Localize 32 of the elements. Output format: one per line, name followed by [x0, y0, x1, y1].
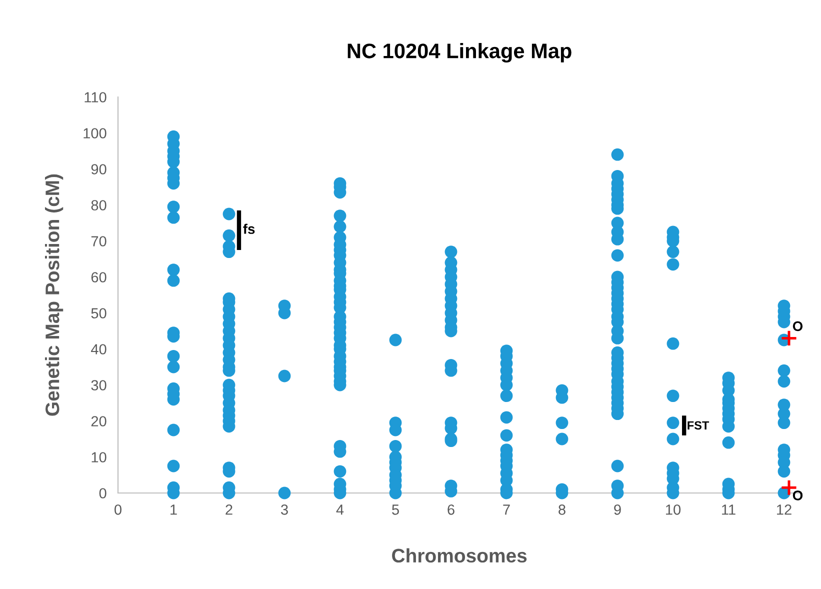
x-tick-label: 4: [336, 504, 344, 515]
x-tick-label: 9: [614, 504, 621, 515]
y-tick-label: 20: [91, 416, 106, 426]
y-tick-label: 90: [91, 164, 106, 174]
y-tick-label: 110: [84, 92, 106, 102]
annotation: fs: [243, 224, 255, 234]
annotation: O: [792, 321, 803, 332]
y-tick-label: 30: [91, 380, 106, 390]
x-tick-label: 1: [170, 504, 177, 515]
y-tick-label: 70: [91, 236, 106, 246]
x-tick-label: 10: [666, 504, 681, 515]
annotation: FST: [688, 421, 710, 430]
x-tick-label: 11: [722, 504, 736, 515]
y-tick-label: 80: [91, 200, 106, 210]
x-tick-label: 3: [281, 504, 288, 515]
y-tick-label: 100: [84, 128, 106, 138]
x-axis-title: Chromosomes: [392, 548, 527, 563]
x-tick-label: 7: [503, 504, 510, 515]
y-tick-label: 50: [91, 308, 106, 318]
x-tick-label: 8: [558, 504, 566, 515]
chart-title: NC 10204 Linkage Map: [348, 43, 572, 63]
x-tick-label: 12: [777, 504, 792, 515]
x-tick-label: 5: [392, 504, 399, 515]
y-tick-label: 60: [91, 272, 106, 282]
y-axis-title: Genetic Map Position (cM): [44, 174, 64, 416]
y-tick-label: 10: [92, 452, 106, 462]
x-tick-label: 2: [226, 504, 232, 515]
y-tick-label: 40: [91, 344, 106, 354]
x-tick-label: 0: [114, 504, 122, 515]
y-tick-label: 0: [99, 488, 106, 498]
annotation: O: [792, 490, 803, 500]
x-tick-label: 6: [448, 504, 454, 515]
